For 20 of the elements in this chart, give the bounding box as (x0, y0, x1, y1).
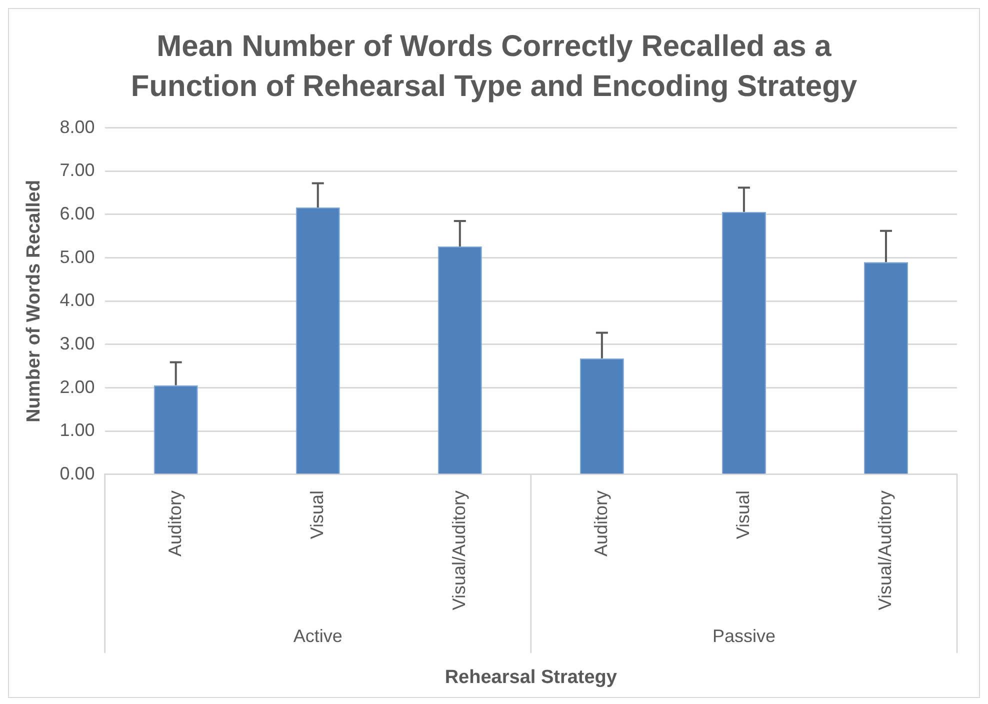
y-tick-label: 8.00 (60, 116, 95, 137)
y-tick-label: 2.00 (60, 376, 95, 397)
y-tick-label: 1.00 (60, 420, 95, 440)
y-axis-title: Number of Words Recalled (24, 180, 45, 422)
text: Active (293, 626, 342, 646)
y-tick-label: 0.00 (60, 463, 95, 484)
x-tick-label: Auditory (590, 490, 611, 557)
y-tick-label: 7.00 (60, 160, 95, 180)
x-tick-label: Visual/Auditory (874, 490, 895, 610)
x-tick-label: Auditory (164, 490, 185, 557)
y-tick-label: 6.00 (60, 203, 95, 224)
y-tick-label: 3.00 (60, 333, 95, 354)
x-tick-label: Visual/Auditory (448, 490, 469, 610)
x-tick-label: Visual (732, 490, 753, 540)
y-tick-label: 4.00 (60, 290, 95, 310)
x-tick-label: Visual (306, 490, 327, 540)
chart-title: Mean Number of Words Correctly Recalled as a Function of Rehearsal Type and Encoding Strategy (130, 29, 858, 105)
y-tick-label: 5.00 (60, 246, 95, 267)
text: Passive (712, 626, 776, 646)
x-axis-title: Rehearsal Strategy (444, 666, 618, 688)
